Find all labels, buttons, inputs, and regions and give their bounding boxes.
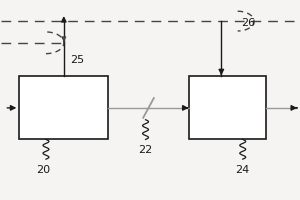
Text: 24: 24 (236, 165, 250, 175)
Text: 26: 26 (241, 18, 255, 28)
Bar (189, 76, 266, 139)
Bar (19, 76, 108, 139)
Text: 25: 25 (70, 55, 84, 65)
Text: 20: 20 (36, 165, 50, 175)
Text: 22: 22 (138, 145, 153, 155)
